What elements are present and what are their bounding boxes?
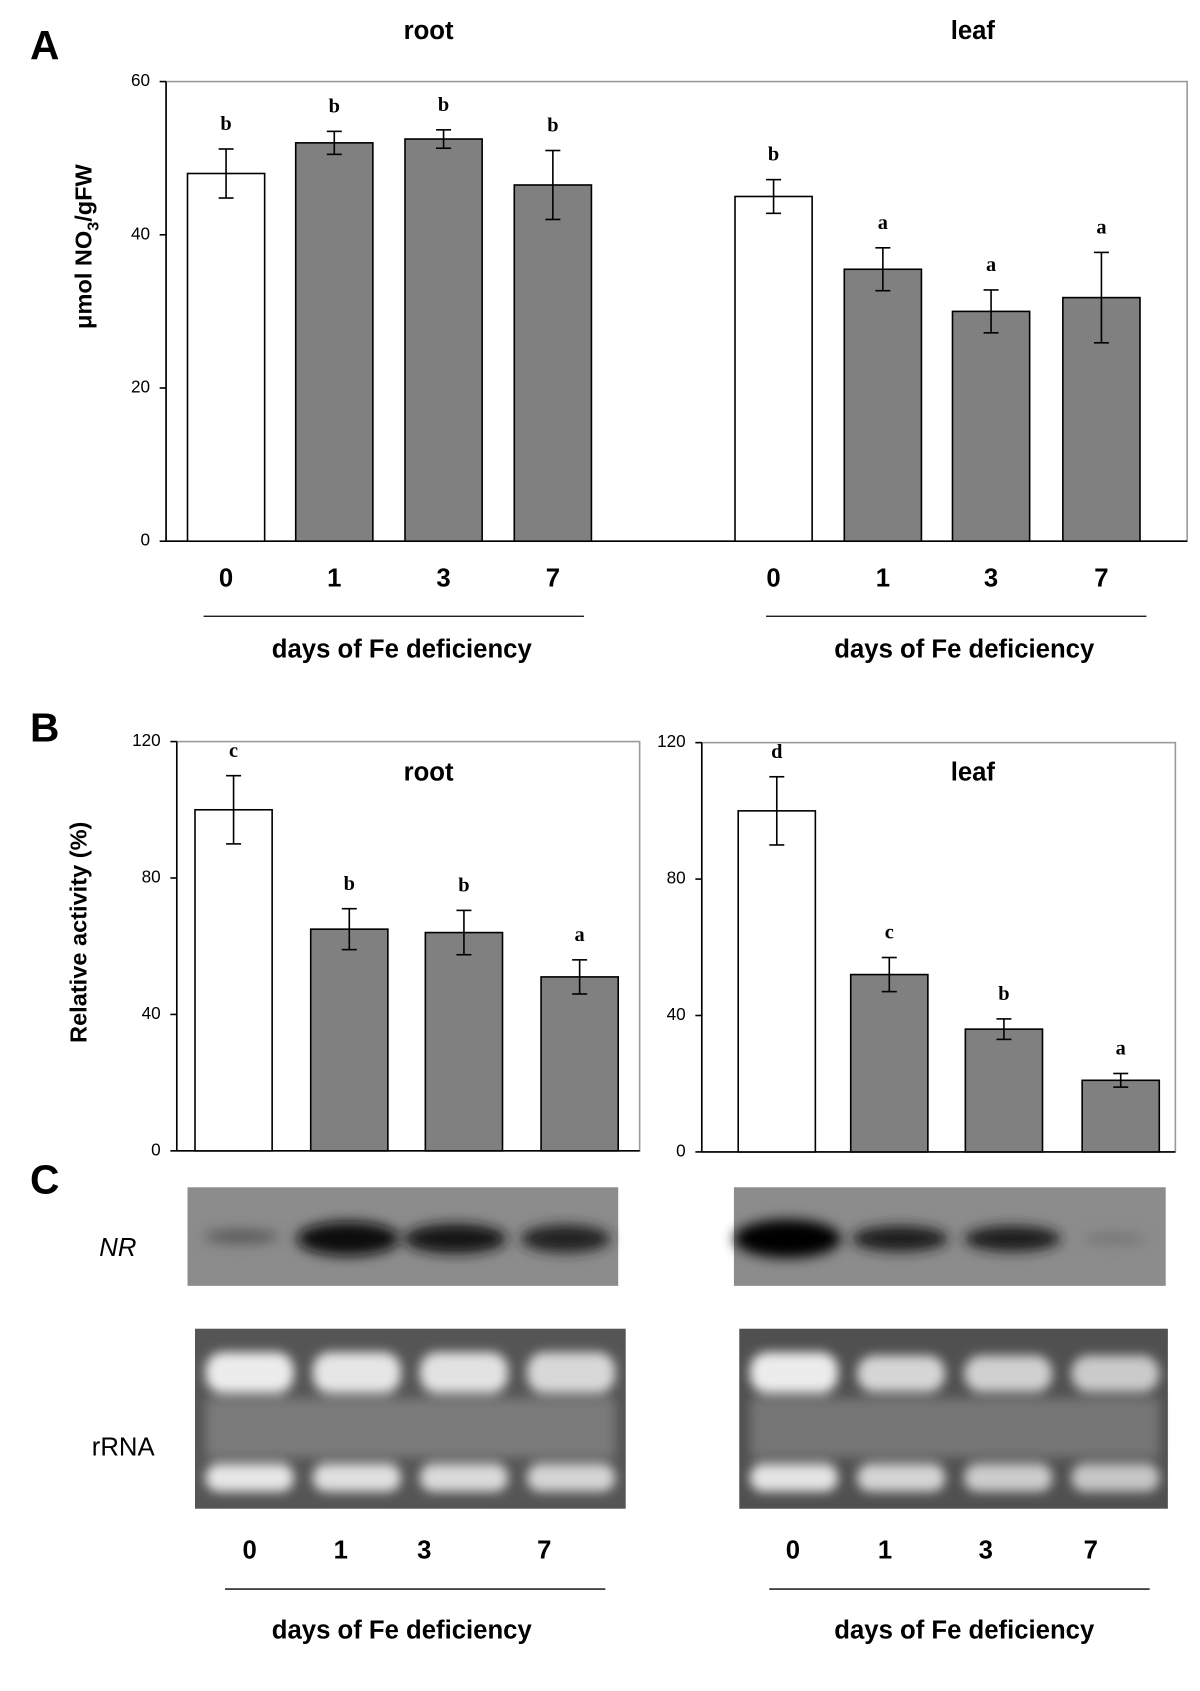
x-tick-label: 3 xyxy=(436,565,450,593)
y-tick-label: 0 xyxy=(140,530,150,550)
significance-letter: a xyxy=(575,924,585,946)
probe-label: NR xyxy=(99,1234,136,1262)
lane-label: 7 xyxy=(537,1536,551,1564)
y-tick-label: 40 xyxy=(142,1003,161,1023)
significance-letter: a xyxy=(1116,1038,1126,1060)
bar xyxy=(424,931,504,1152)
y-axis-label: Relative activity (%) xyxy=(66,822,92,1043)
chart-title: leaf xyxy=(951,759,996,787)
y-tick-label: 0 xyxy=(151,1139,161,1159)
significance-letter: b xyxy=(220,113,231,135)
x-tick-label: 0 xyxy=(766,565,780,593)
bar xyxy=(186,172,266,543)
y-tick-label: 40 xyxy=(667,1004,686,1024)
x-tick-label: 1 xyxy=(327,565,341,593)
lane-label: 0 xyxy=(786,1536,800,1564)
lane-label: 3 xyxy=(417,1536,431,1564)
bar xyxy=(964,1028,1044,1153)
y-tick-label: 20 xyxy=(131,377,150,397)
panel-label: B xyxy=(30,705,59,751)
y-axis-label-part: 3 xyxy=(85,222,103,231)
bar xyxy=(540,976,620,1152)
bar xyxy=(734,195,813,543)
x-tick-label: 1 xyxy=(876,565,890,593)
x-axis-label: days of Fe deficiency xyxy=(272,1617,533,1645)
x-axis-label: days of Fe deficiency xyxy=(272,635,533,663)
lane-label: 1 xyxy=(334,1536,348,1564)
bar xyxy=(1081,1079,1161,1153)
northern-blot xyxy=(187,1187,1168,1509)
bar xyxy=(849,973,929,1153)
bar xyxy=(951,310,1031,543)
significance-letter: b xyxy=(998,983,1009,1005)
y-tick-label: 60 xyxy=(131,70,150,90)
y-axis-label: μmol NO3/gFW xyxy=(71,163,103,328)
y-axis-label-part: μmol NO xyxy=(71,231,97,329)
significance-letter: b xyxy=(438,94,449,116)
y-tick-label: 80 xyxy=(667,868,686,888)
significance-letter: a xyxy=(986,254,996,276)
y-tick-label: 120 xyxy=(657,731,686,751)
x-tick-label: 7 xyxy=(546,565,560,593)
significance-letter: b xyxy=(458,875,469,897)
bar xyxy=(513,184,593,543)
x-tick-label: 0 xyxy=(219,565,233,593)
lane-label: 1 xyxy=(878,1536,892,1564)
y-tick-label: 40 xyxy=(131,223,150,243)
bar xyxy=(294,142,374,543)
panel-label: C xyxy=(30,1157,59,1203)
lane-label: 0 xyxy=(242,1536,256,1564)
significance-letter: a xyxy=(1096,217,1106,239)
chart-title: root xyxy=(404,759,454,787)
y-axis-label-part: Relative activity (%) xyxy=(66,822,92,1043)
bar xyxy=(309,928,389,1152)
bar xyxy=(194,808,273,1152)
chart-title: leaf xyxy=(951,17,996,45)
x-axis-label: days of Fe deficiency xyxy=(834,635,1095,663)
significance-letter: b xyxy=(344,873,355,895)
y-axis-label-part: /gFW xyxy=(71,163,97,221)
x-axis-label: days of Fe deficiency xyxy=(834,1617,1095,1645)
y-tick-label: 120 xyxy=(132,730,161,750)
bar xyxy=(404,138,483,543)
significance-letter: d xyxy=(771,741,783,763)
x-tick-label: 3 xyxy=(984,565,998,593)
bar xyxy=(737,810,817,1153)
y-tick-label: 80 xyxy=(142,867,161,887)
significance-letter: c xyxy=(885,922,894,944)
significance-letter: b xyxy=(547,115,558,137)
significance-letter: c xyxy=(229,740,238,762)
loading-label: rRNA xyxy=(92,1434,156,1462)
significance-letter: a xyxy=(878,212,888,234)
chart-title: root xyxy=(404,17,454,45)
significance-letter: b xyxy=(768,144,779,166)
lane-label: 7 xyxy=(1084,1536,1098,1564)
panel-label: A xyxy=(30,22,59,68)
y-tick-label: 0 xyxy=(676,1140,686,1160)
x-tick-label: 7 xyxy=(1094,565,1108,593)
lane-label: 3 xyxy=(979,1536,993,1564)
bar xyxy=(843,268,923,543)
significance-letter: b xyxy=(329,95,340,117)
